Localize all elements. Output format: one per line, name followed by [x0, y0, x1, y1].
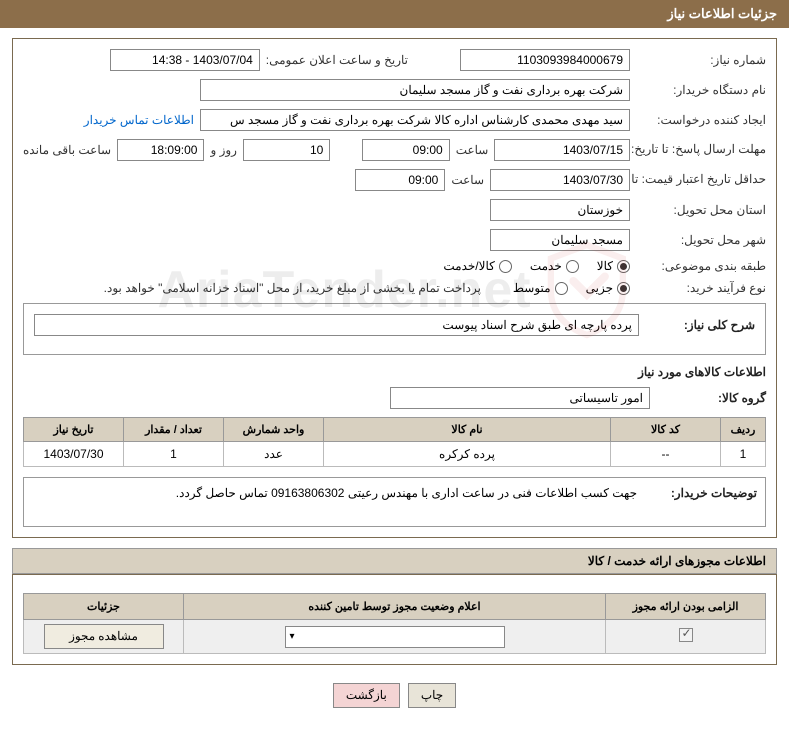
general-desc-label: شرح کلی نیاز:: [645, 318, 755, 332]
th-name: نام کالا: [324, 418, 611, 442]
buyer-org-label: نام دستگاه خریدار:: [636, 83, 766, 97]
radio-goods[interactable]: کالا: [597, 259, 630, 273]
general-desc-box: شرح کلی نیاز: پرده پارچه ای طبق شرح اسنا…: [23, 303, 766, 355]
days-remaining: 10: [243, 139, 330, 161]
th-status: اعلام وضعیت مجوز توسط تامین کننده: [184, 594, 606, 620]
buyer-notes-value: جهت کسب اطلاعات فنی در ساعت اداری با مهن…: [176, 486, 637, 518]
th-details: جزئیات: [24, 594, 184, 620]
buyer-contact-link[interactable]: اطلاعات تماس خریدار: [84, 113, 194, 127]
delivery-city-value: مسجد سلیمان: [490, 229, 630, 251]
back-button[interactable]: بازگشت: [333, 683, 400, 708]
radio-icon: [566, 260, 579, 273]
requester-value: سید مهدی محمدی کارشناس اداره کالا شرکت ب…: [200, 109, 630, 131]
th-unit: واحد شمارش: [224, 418, 324, 442]
th-date: تاریخ نیاز: [24, 418, 124, 442]
status-dropdown[interactable]: [285, 626, 505, 648]
th-qty: تعداد / مقدار: [124, 418, 224, 442]
view-permit-button[interactable]: مشاهده مجوز: [44, 624, 164, 649]
time-label-1: ساعت: [456, 143, 489, 157]
requester-label: ایجاد کننده درخواست:: [636, 113, 766, 127]
th-code: کد کالا: [611, 418, 721, 442]
general-desc-value: پرده پارچه ای طبق شرح اسناد پیوست: [34, 314, 639, 336]
response-deadline-date: 1403/07/15: [494, 139, 630, 161]
radio-partial[interactable]: جزیی: [586, 281, 630, 295]
price-validity-date: 1403/07/30: [490, 169, 630, 191]
page-title: جزئیات اطلاعات نیاز: [667, 6, 777, 21]
response-deadline-time: 09:00: [362, 139, 449, 161]
announce-date-label: تاریخ و ساعت اعلان عمومی:: [266, 53, 408, 67]
purchase-note: پرداخت تمام یا بخشی از مبلغ خرید، از محل…: [104, 281, 481, 295]
permits-panel: الزامی بودن ارائه مجوز اعلام وضعیت مجوز …: [12, 574, 777, 665]
hours-remaining: 18:09:00: [117, 139, 204, 161]
page-title-bar: جزئیات اطلاعات نیاز: [0, 0, 789, 28]
delivery-province-value: خوزستان: [490, 199, 630, 221]
delivery-province-label: استان محل تحویل:: [636, 203, 766, 217]
permits-section-header: اطلاعات مجوزهای ارائه خدمت / کالا: [12, 548, 777, 574]
need-number-value: 1103093984000679: [460, 49, 630, 71]
buyer-notes-box: توضیحات خریدار: جهت کسب اطلاعات فنی در س…: [23, 477, 766, 527]
goods-table: ردیف کد کالا نام کالا واحد شمارش تعداد /…: [23, 417, 766, 467]
response-deadline-label: مهلت ارسال پاسخ: تا تاریخ:: [636, 142, 766, 158]
purchase-type-label: نوع فرآیند خرید:: [636, 281, 766, 295]
remaining-label: ساعت باقی مانده: [23, 143, 111, 157]
radio-icon: [617, 282, 630, 295]
price-validity-time: 09:00: [355, 169, 445, 191]
permit-row: مشاهده مجوز: [24, 620, 766, 654]
time-label-2: ساعت: [451, 173, 484, 187]
announce-date-value: 1403/07/04 - 14:38: [110, 49, 260, 71]
footer-buttons: چاپ بازگشت: [12, 675, 777, 716]
delivery-city-label: شهر محل تحویل:: [636, 233, 766, 247]
mandatory-checkbox[interactable]: [679, 628, 693, 642]
radio-icon: [555, 282, 568, 295]
buyer-org-value: شرکت بهره برداری نفت و گاز مسجد سلیمان: [200, 79, 630, 101]
goods-group-value: امور تاسیساتی: [390, 387, 650, 409]
radio-service[interactable]: خدمت: [530, 259, 579, 273]
radio-icon: [499, 260, 512, 273]
print-button[interactable]: چاپ: [408, 683, 456, 708]
category-label: طبقه بندی موضوعی:: [636, 259, 766, 273]
permits-table: الزامی بودن ارائه مجوز اعلام وضعیت مجوز …: [23, 593, 766, 654]
table-row: 1 -- پرده کرکره عدد 1 1403/07/30: [24, 442, 766, 467]
th-mandatory: الزامی بودن ارائه مجوز: [606, 594, 766, 620]
buyer-notes-label: توضیحات خریدار:: [647, 486, 757, 518]
radio-medium[interactable]: متوسط: [513, 281, 568, 295]
radio-both[interactable]: کالا/خدمت: [443, 259, 511, 273]
radio-icon: [617, 260, 630, 273]
th-row: ردیف: [721, 418, 766, 442]
goods-info-title: اطلاعات کالاهای مورد نیاز: [23, 365, 766, 379]
main-details-panel: شماره نیاز: 1103093984000679 تاریخ و ساع…: [12, 38, 777, 538]
need-number-label: شماره نیاز:: [636, 53, 766, 67]
goods-group-label: گروه کالا:: [656, 391, 766, 405]
days-and-label: روز و: [210, 143, 237, 157]
price-validity-label: حداقل تاریخ اعتبار قیمت: تا تاریخ:: [636, 172, 766, 188]
